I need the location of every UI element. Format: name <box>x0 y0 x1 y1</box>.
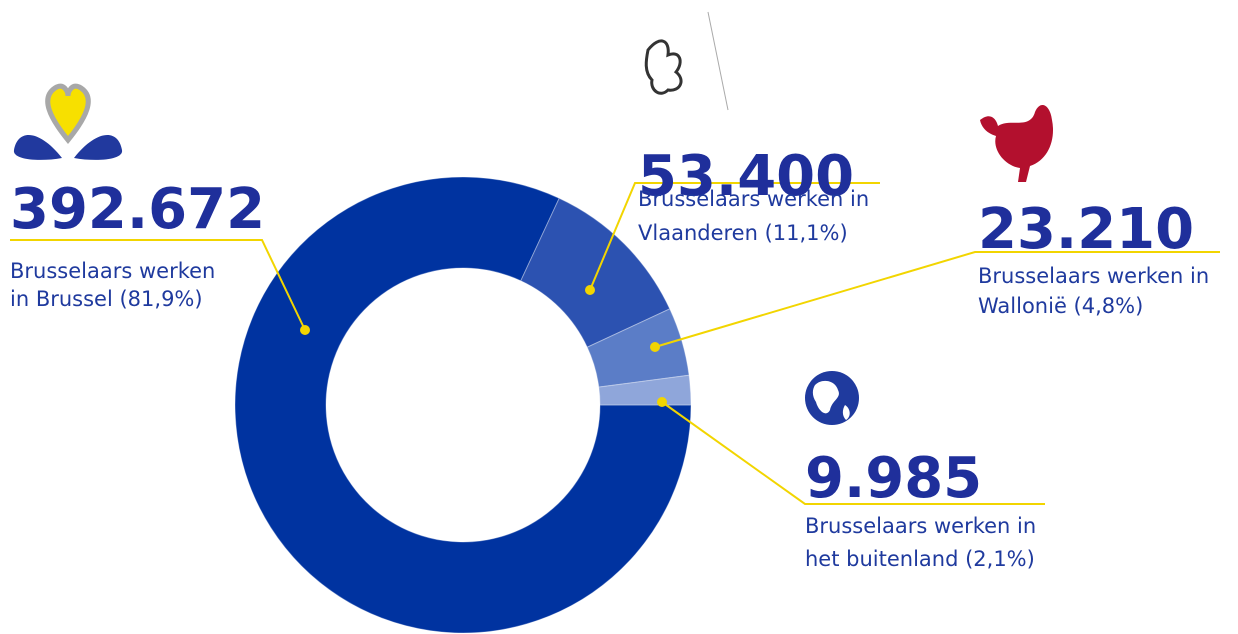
description: het buitenland (2,1%) <box>805 547 1035 571</box>
slice <box>520 197 671 348</box>
leader-line <box>654 251 1220 348</box>
slice <box>234 176 692 634</box>
value-label: 23.210 <box>978 197 1194 262</box>
slice <box>598 374 692 406</box>
brussel-icon <box>13 83 123 160</box>
description: Vlaanderen (11,1%) <box>638 221 848 245</box>
description: Brusselaars werken in <box>805 514 1036 538</box>
leader-dot <box>300 325 310 335</box>
leader-line <box>10 239 306 331</box>
leader-dot <box>585 285 595 295</box>
leader-line <box>589 182 880 291</box>
description: Brusselaars werken <box>10 259 215 283</box>
description: Brusselaars werken in <box>978 264 1209 288</box>
value-label: 392.672 <box>10 177 265 242</box>
description: Brusselaars werken in <box>638 187 869 211</box>
leader-line <box>661 401 1045 505</box>
leader-dot <box>657 397 667 407</box>
leader-dot <box>650 342 660 352</box>
wallonie-icon <box>980 105 1054 182</box>
globe-icon <box>805 371 859 425</box>
value-label: 9.985 <box>805 446 982 511</box>
slice <box>586 308 690 388</box>
vlaanderen-icon <box>644 11 729 111</box>
description: in Brussel (81,9%) <box>10 287 203 311</box>
description: Wallonië (4,8%) <box>978 294 1143 318</box>
value-label: 53.400 <box>638 144 854 209</box>
